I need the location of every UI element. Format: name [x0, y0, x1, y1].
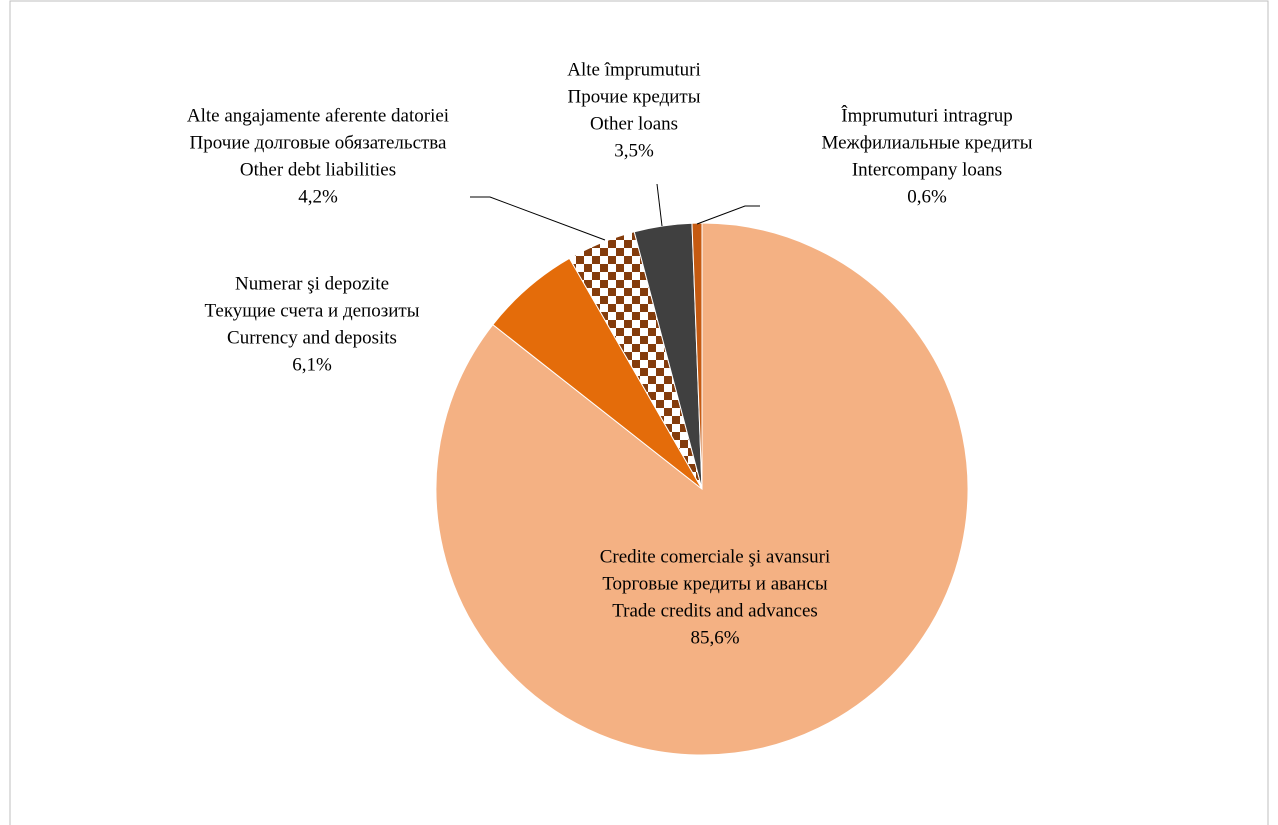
pie-slice [691, 222, 703, 490]
slice-label: Alte angajamente aferente datoriei [187, 105, 449, 126]
slice-label: Currency and deposits [227, 327, 397, 348]
slice-label: Împrumuturi intragrup [841, 104, 1013, 126]
value-label: 0,6% [907, 186, 947, 207]
slice-label: Credite comerciale şi avansuri [600, 546, 831, 567]
slice-label: Alte împrumuturi [567, 59, 701, 80]
leader-line [656, 183, 663, 227]
slice-label: Прочие кредиты [568, 86, 701, 107]
value-label: 3,5% [614, 140, 654, 161]
leader-line [470, 196, 606, 241]
slice-label: Other loans [590, 113, 678, 134]
slice-label: Торговые кредиты и авансы [602, 573, 828, 594]
leader-line [696, 205, 760, 225]
slice-label: Межфилиальные кредиты [821, 132, 1032, 153]
slice-label: Other debt liabilities [240, 159, 396, 180]
slice-label: Intercompany loans [852, 159, 1002, 180]
value-label: 85,6% [690, 627, 739, 648]
slice-label: Trade credits and advances [612, 600, 818, 621]
slice-label: Прочие долговые обязательства [190, 132, 447, 153]
chart-frame [9, 0, 1269, 825]
value-label: 6,1% [292, 354, 332, 375]
value-label: 4,2% [298, 186, 338, 207]
slice-label: Текущие счета и депозиты [205, 300, 420, 321]
slice-label: Numerar şi depozite [235, 273, 389, 294]
